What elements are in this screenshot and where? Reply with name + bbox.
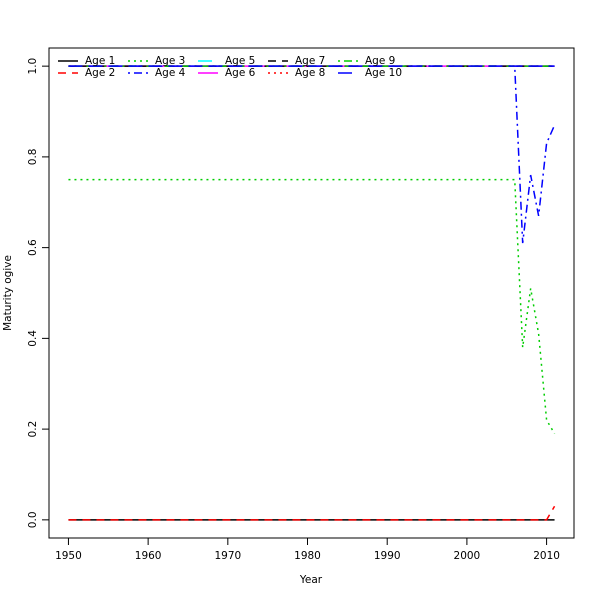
plot-frame — [48, 47, 575, 539]
y-tick-label: 0.8 — [27, 149, 39, 166]
legend-label: Age 1 — [85, 55, 115, 67]
y-tick-label: 0.2 — [27, 421, 39, 438]
legend-label: Age 7 — [295, 55, 325, 67]
x-tick-label: 1950 — [55, 550, 82, 562]
y-tick-label: 1.0 — [27, 58, 39, 75]
legend-label: Age 8 — [295, 67, 325, 79]
x-tick-label: 2000 — [454, 550, 481, 562]
y-tick-label: 0.4 — [27, 330, 39, 347]
x-tick-label: 2010 — [533, 550, 560, 562]
x-tick-label: 1990 — [374, 550, 401, 562]
legend-label: Age 3 — [155, 55, 185, 67]
y-tick-label: 0.0 — [27, 512, 39, 529]
legend-label: Age 2 — [85, 67, 115, 79]
x-axis-title: Year — [299, 574, 323, 586]
y-axis-title: Maturity ogive — [2, 255, 14, 331]
y-tick-label: 0.6 — [27, 239, 39, 256]
legend-label: Age 10 — [365, 67, 402, 79]
legend-label: Age 9 — [365, 55, 395, 67]
legend-label: Age 5 — [225, 55, 255, 67]
x-tick-label: 1980 — [294, 550, 321, 562]
series-line — [68, 505, 556, 521]
legend-label: Age 4 — [155, 67, 186, 79]
x-tick-label: 1970 — [214, 550, 241, 562]
x-tick-label: 1960 — [135, 550, 162, 562]
legend-label: Age 6 — [225, 67, 256, 79]
